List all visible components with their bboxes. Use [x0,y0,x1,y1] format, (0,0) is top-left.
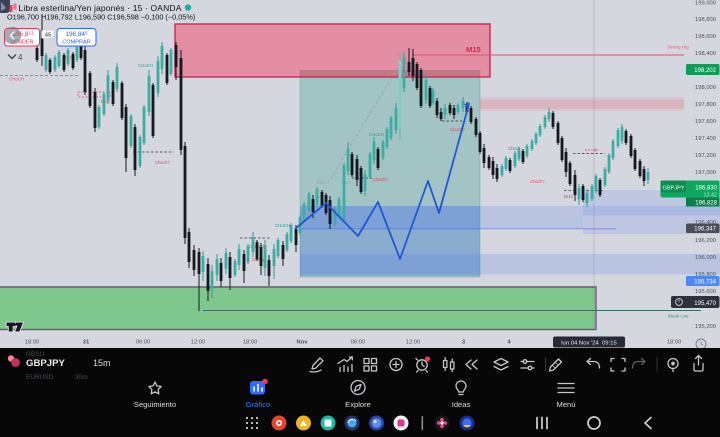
svg-text:4: 4 [18,53,23,62]
svg-text:GBPJPY: GBPJPY [663,186,685,192]
svg-text:BOS: BOS [317,180,326,185]
svg-text:198,800: 198,800 [695,17,716,23]
svg-text:CHoCH: CHoCH [138,63,153,68]
svg-text:Strong Hig: Strong Hig [667,45,689,50]
svg-text:198,400: 198,400 [695,51,716,57]
svg-text:Sweep: Sweep [252,257,266,262]
svg-text:BOS: BOS [342,180,351,185]
svg-text:198,000: 198,000 [695,85,716,91]
svg-text:Weak Low: Weak Low [668,314,689,319]
svg-text:196,347: 196,347 [694,227,716,233]
svg-text:18:00: 18:00 [25,340,40,346]
svg-text:12:00: 12:00 [191,340,206,346]
svg-text:31: 31 [83,340,90,346]
svg-text:Nov: Nov [297,340,309,346]
svg-text:06:00: 06:00 [351,340,366,346]
svg-text:M15: M15 [466,45,482,54]
svg-text:196,000: 196,000 [695,255,716,261]
svg-text:18:00: 18:00 [667,340,682,346]
svg-text:195,800: 195,800 [695,272,716,278]
svg-text:197,200: 197,200 [695,153,716,159]
svg-text:Explore: Explore [345,400,371,409]
svg-text:Gráfico: Gráfico [246,400,270,409]
svg-text:18:00: 18:00 [243,340,258,346]
svg-text:Choch: Choch [508,146,521,151]
svg-text:BOS: BOS [564,194,573,199]
svg-text:30m: 30m [75,374,88,381]
svg-text:195,200: 195,200 [695,324,716,330]
svg-text:195,600: 195,600 [695,289,716,295]
svg-text:Ideas: Ideas [452,400,471,409]
svg-text:Libra esterlina/Yen japonés ·: Libra esterlina/Yen japonés · 15 · OANDA [19,3,182,13]
svg-text:Choch?: Choch? [155,160,170,165]
svg-text:4: 4 [507,340,511,346]
svg-text:197,600: 197,600 [695,119,716,125]
svg-text:13:42: 13:42 [704,193,718,199]
svg-text:EURUSD: EURUSD [26,374,54,381]
svg-text:GBSU: GBSU [26,351,45,358]
svg-text:195,734: 195,734 [694,280,716,286]
svg-text:196,828: 196,828 [695,201,717,207]
svg-text:198,600: 198,600 [695,34,716,40]
svg-text:199,000: 199,000 [695,1,716,7]
svg-text:Seguimiento: Seguimiento [134,400,176,409]
svg-text:196,813: 196,813 [12,31,34,39]
svg-text:COMPRAR: COMPRAR [62,40,91,46]
svg-text:VENDER: VENDER [10,40,33,46]
svg-text:45: 45 [45,32,51,38]
svg-text:Menú: Menú [557,400,576,409]
svg-text:Choch?: Choch? [530,179,545,184]
svg-text:196,200: 196,200 [695,238,716,244]
svg-text:lun 04 Nov ′24 09:15: lun 04 Nov ′24 09:15 [561,340,617,346]
svg-text:15m: 15m [93,358,111,368]
svg-text:06:00: 06:00 [136,340,151,346]
svg-text:12:00: 12:00 [406,340,421,346]
svg-text:198,202: 198,202 [694,68,716,74]
svg-text:195,470: 195,470 [694,301,716,307]
svg-text:CHoCH: CHoCH [9,77,24,82]
svg-text:O196,700 H196,792 L196,590 C19: O196,700 H196,792 L196,590 C196,598 −0,1… [7,12,195,21]
svg-text:196,830: 196,830 [695,186,717,192]
svg-text:197,000: 197,000 [695,170,716,176]
svg-text:Choch?: Choch? [450,127,465,132]
svg-text:GBPJPY: GBPJPY [26,358,66,369]
svg-text:196,400: 196,400 [695,220,716,226]
svg-text:CHoCH: CHoCH [369,132,384,137]
svg-text:BOS: BOS [101,99,110,104]
svg-text:CHoCH: CHoCH [275,223,290,228]
svg-text:b.o high: b.o high [585,148,599,152]
svg-text:197,800: 197,800 [695,102,716,108]
svg-text:196,845: 196,845 [65,31,88,39]
svg-text:3: 3 [462,340,466,346]
svg-text:Choch?: Choch? [373,177,388,182]
svg-text:197,400: 197,400 [695,136,716,142]
